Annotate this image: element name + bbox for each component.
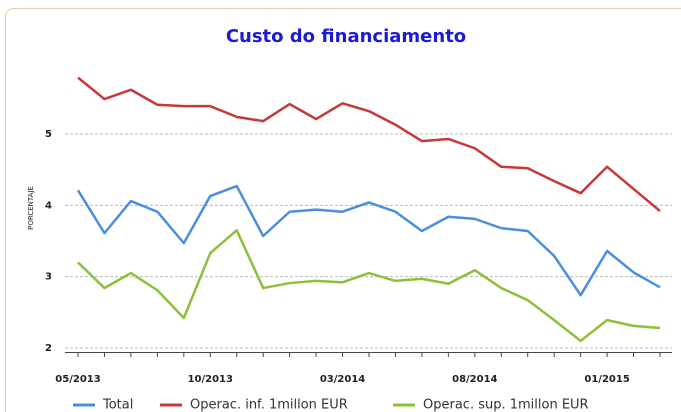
y-tick-label: 5 — [45, 129, 52, 140]
x-tick-label: 01/2015 — [584, 374, 629, 385]
x-tick-label: 10/2013 — [188, 374, 233, 385]
y-tick-label: 4 — [45, 200, 52, 211]
legend-label: Operac. inf. 1millon EUR — [190, 398, 348, 412]
chart-title: Custo do financiamento — [226, 26, 466, 47]
y-axis-label: PORCENTAJE — [27, 186, 35, 230]
y-tick-label: 2 — [45, 343, 52, 354]
legend-label: Operac. sup. 1millon EUR — [423, 398, 589, 412]
series-line — [77, 229, 661, 343]
series-line — [77, 76, 661, 212]
x-tick-label: 05/2013 — [55, 374, 100, 385]
y-tick-label: 3 — [45, 272, 52, 283]
series-line — [76, 184, 661, 297]
x-tick-label: 08/2014 — [452, 374, 497, 385]
x-tick-label: 03/2014 — [320, 374, 365, 385]
legend-label: Total — [102, 398, 133, 412]
